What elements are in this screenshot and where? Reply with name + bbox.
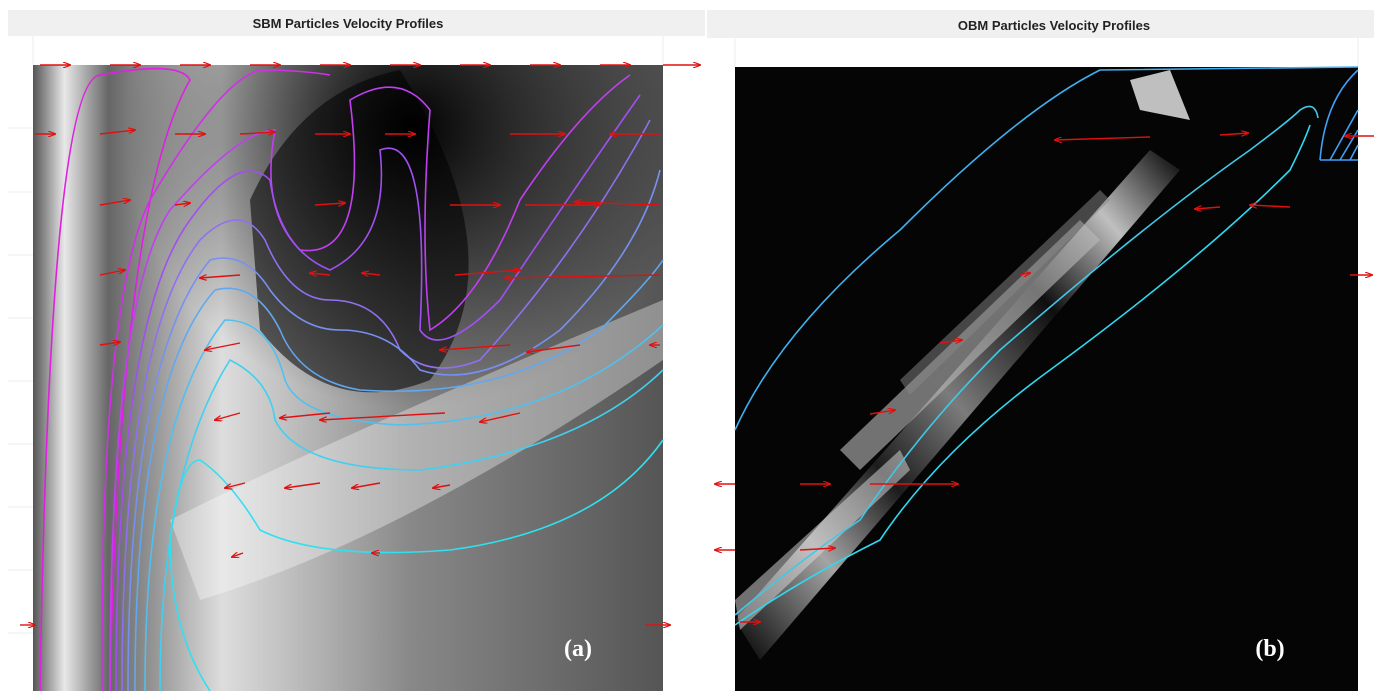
panel-label: (a) [564, 636, 592, 662]
panel-title: OBM Particles Velocity Profiles [958, 18, 1150, 33]
figure: SBM Particles Velocity Profiles OBM Part… [0, 0, 1374, 691]
panel-label: (b) [1255, 636, 1284, 662]
panel-title: SBM Particles Velocity Profiles [253, 16, 444, 31]
contour-plot [33, 65, 663, 691]
contour-plot [735, 67, 1358, 691]
